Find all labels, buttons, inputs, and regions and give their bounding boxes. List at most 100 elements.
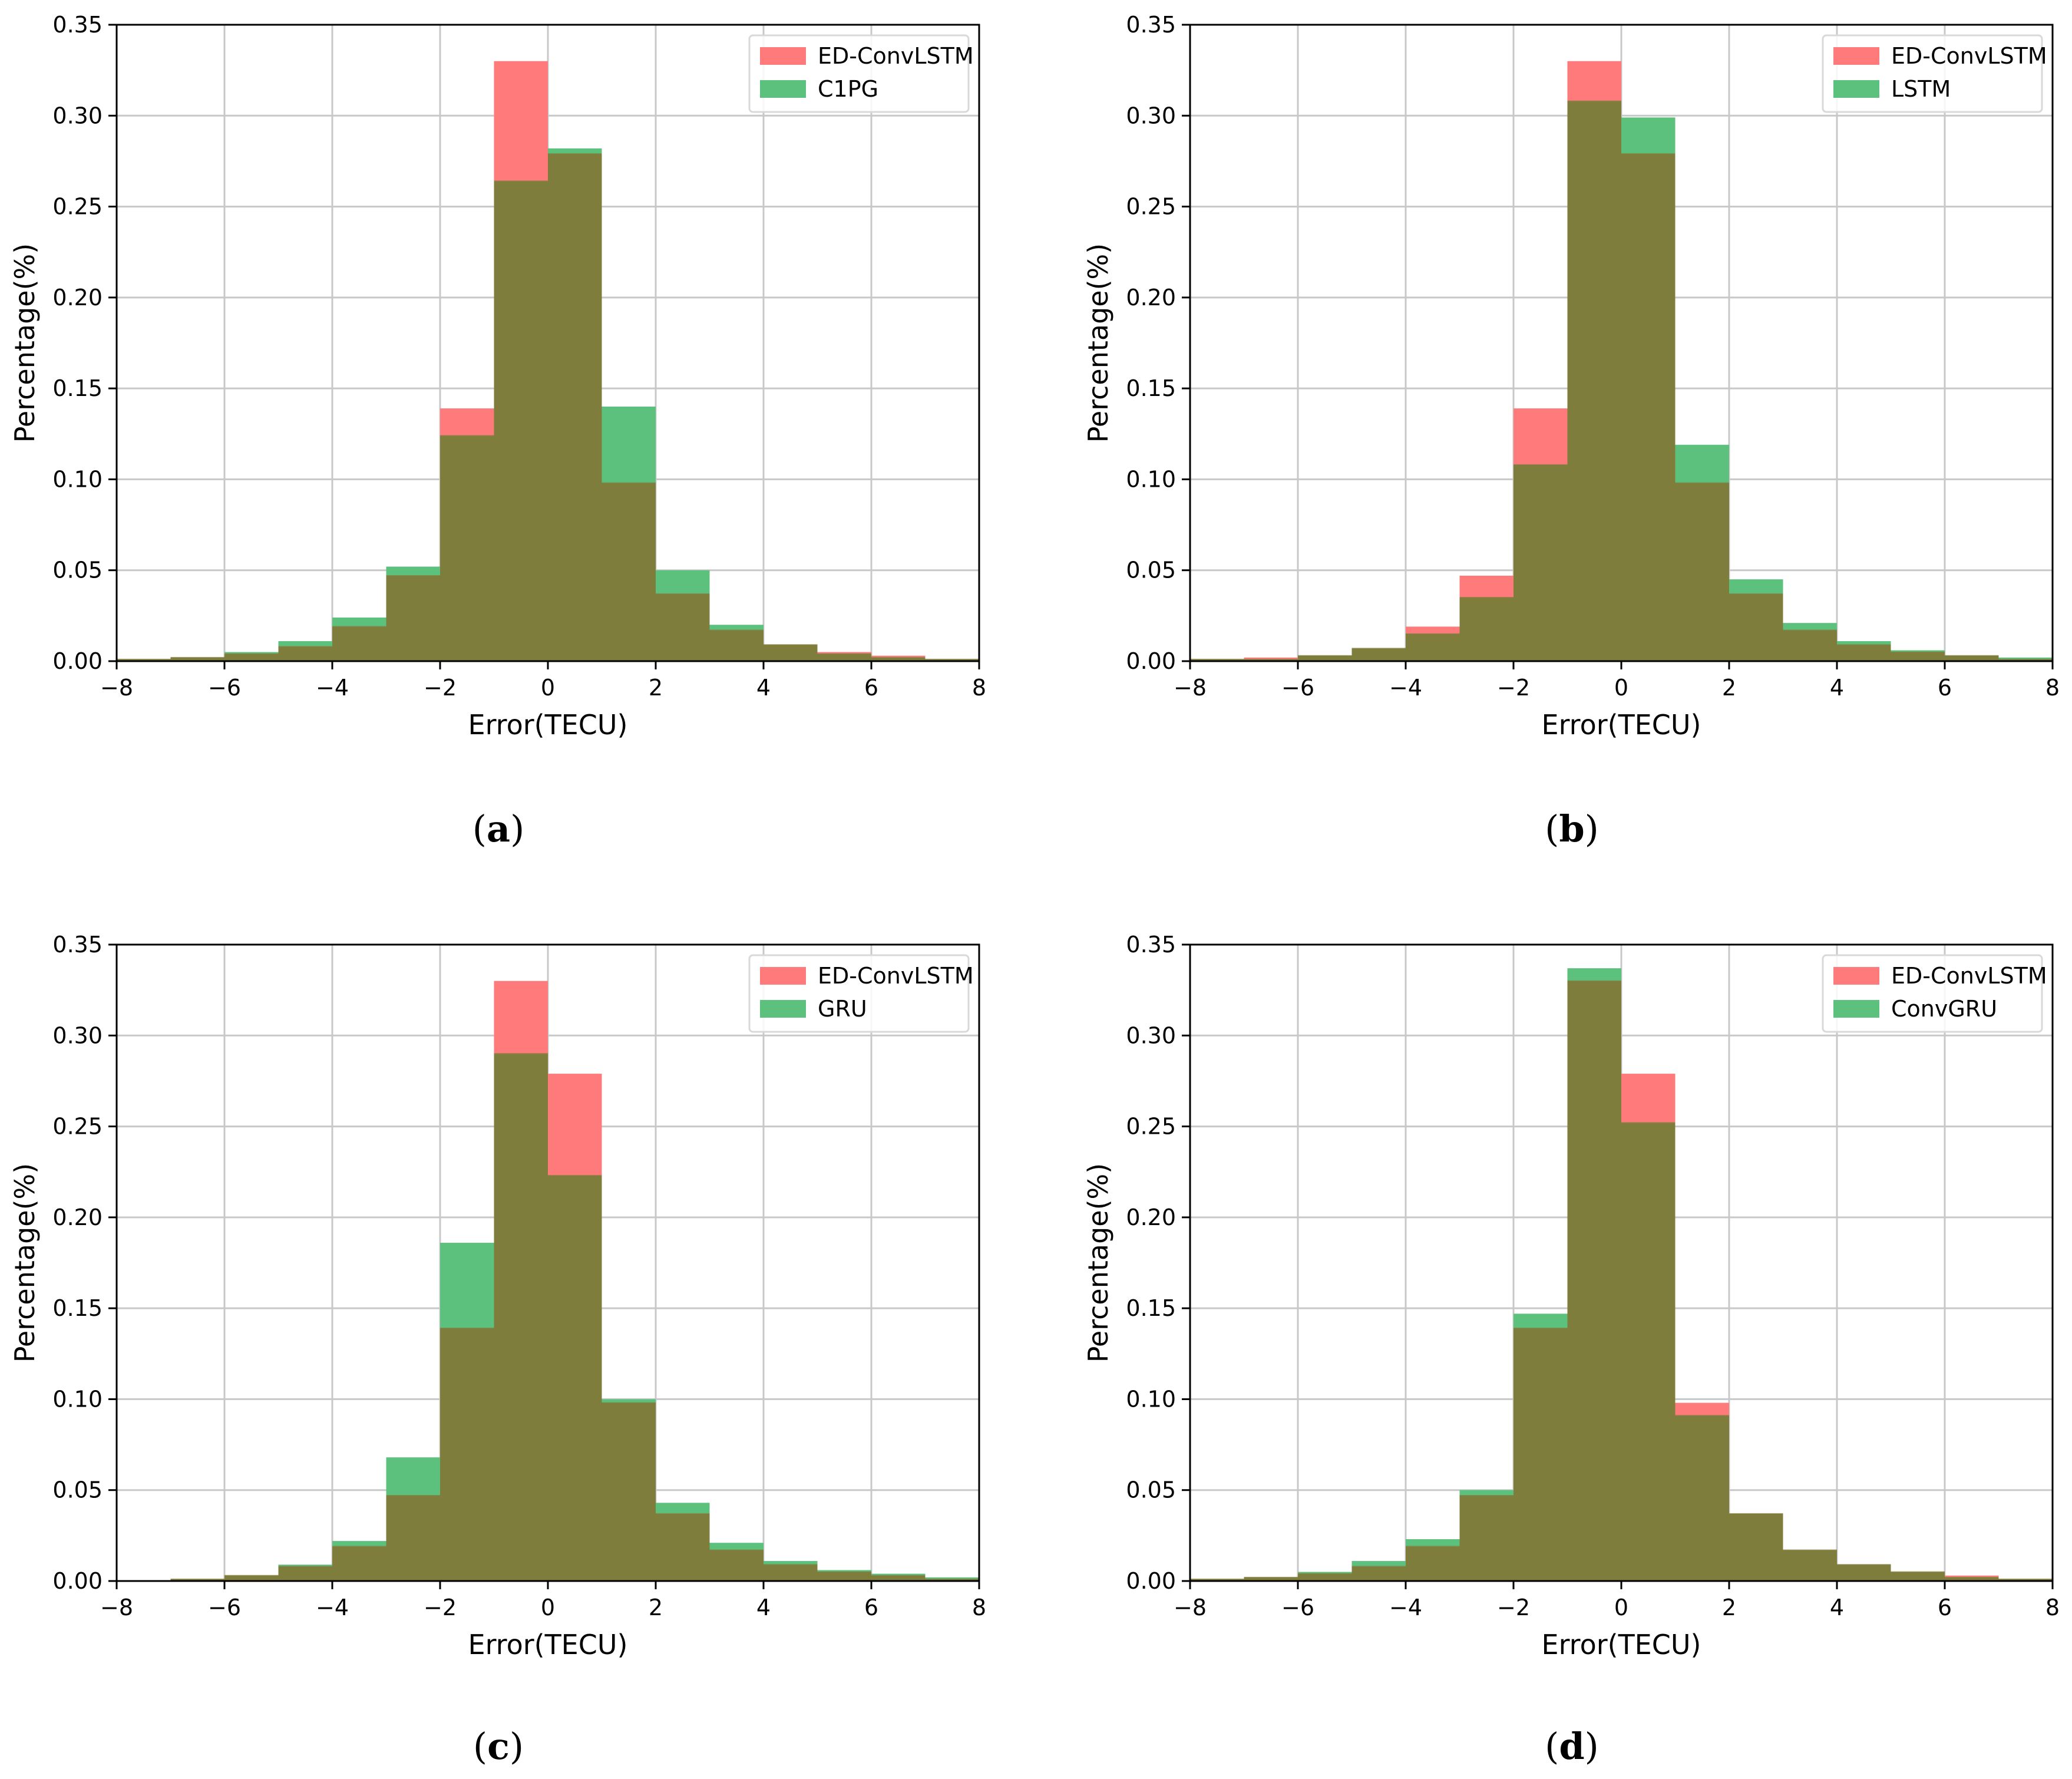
x-tick-label: −2 [424, 675, 457, 701]
bar-overlap [764, 645, 818, 661]
bar-overlap [386, 1495, 440, 1581]
bar-overlap [1837, 1565, 1891, 1581]
y-tick-label: 0.30 [52, 1022, 103, 1048]
bar-overlap [1945, 655, 1999, 661]
bar-ed-convlstm [1244, 657, 1298, 659]
x-tick-label: 4 [1830, 675, 1844, 701]
bar-comparison [440, 1243, 494, 1329]
bar-overlap [1891, 652, 1945, 661]
bar-comparison [278, 1565, 332, 1567]
bar-overlap [1675, 483, 1729, 661]
legend-label: ConvGRU [1891, 996, 1997, 1022]
legend-swatch [760, 47, 806, 65]
bar-overlap [817, 1572, 871, 1581]
bar-overlap [1351, 1566, 1406, 1581]
legend-swatch [1833, 1000, 1879, 1018]
bar-ed-convlstm [494, 61, 548, 181]
caption-b: (b) [1545, 807, 1599, 850]
bar-overlap [1998, 1579, 2053, 1581]
legend-swatch [1833, 967, 1879, 985]
x-tick-label: 4 [756, 1595, 771, 1620]
legend-label: ED-ConvLSTM [818, 43, 974, 69]
x-axis-label: Error(TECU) [468, 709, 628, 741]
y-tick-label: 0.25 [52, 194, 103, 220]
x-tick-label: 0 [541, 1595, 555, 1620]
bar-overlap [1567, 981, 1621, 1581]
bar-overlap [1837, 645, 1891, 661]
bar-comparison [1783, 623, 1837, 631]
bar-overlap [386, 575, 440, 661]
legend-label: ED-ConvLSTM [1891, 43, 2047, 69]
legend-label: ED-ConvLSTM [818, 963, 974, 989]
bar-overlap [925, 1579, 979, 1581]
panel-d: −8 −6 −4 −2 0 2 4 6 8 0.00 0.05 0.10 0.15 0.20 0.25 0.3… [1082, 932, 2060, 1661]
legend-swatch [760, 1000, 806, 1018]
bar-comparison [764, 1561, 818, 1565]
bar-comparison [709, 625, 764, 631]
bar-comparison [656, 1503, 710, 1514]
bar-ed-convlstm [1406, 626, 1460, 634]
bar-overlap [440, 1328, 494, 1581]
caption-c: (c) [473, 1725, 524, 1768]
bar-overlap [224, 653, 279, 661]
bar-comparison [278, 641, 332, 647]
x-tick-label: −6 [208, 1595, 241, 1620]
x-tick-label: 6 [864, 1595, 878, 1620]
bar-comparison [1998, 657, 2053, 659]
caption-d: (d) [1545, 1725, 1599, 1768]
y-tick-label: 0.05 [1126, 557, 1176, 583]
x-tick-label: −4 [316, 675, 349, 701]
x-tick-label: 0 [1614, 675, 1628, 701]
bar-comparison [1513, 1313, 1568, 1329]
bar-overlap [709, 630, 764, 661]
bar-overlap [764, 1565, 818, 1581]
caption-a: (a) [472, 807, 525, 850]
bar-overlap [170, 1579, 224, 1581]
x-tick-label: 2 [649, 675, 663, 701]
bar-overlap [871, 657, 926, 661]
x-tick-label: 4 [1830, 1595, 1844, 1620]
bar-overlap [1244, 659, 1298, 661]
x-tick-label: −8 [1174, 675, 1207, 701]
y-tick-label: 0.10 [52, 466, 103, 492]
x-tick-label: 8 [2045, 675, 2060, 701]
x-tick-label: 0 [1614, 1595, 1628, 1620]
bar-overlap [1190, 1579, 1244, 1581]
x-tick-label: −4 [1389, 1595, 1422, 1620]
bar-overlap [602, 1402, 656, 1581]
bar-comparison [1729, 579, 1783, 594]
caption-letter: c [487, 1725, 510, 1768]
y-tick-label: 0.35 [1126, 12, 1176, 38]
legend-swatch [1833, 80, 1879, 98]
bar-ed-convlstm [871, 655, 926, 658]
bar-comparison [1567, 968, 1621, 981]
y-tick-label: 0.25 [52, 1114, 103, 1140]
bar-overlap [1298, 655, 1352, 661]
y-tick-label: 0.30 [1126, 103, 1176, 128]
x-tick-label: 0 [541, 675, 555, 701]
bar-overlap [1675, 1415, 1729, 1581]
bar-overlap [1783, 630, 1837, 661]
panel-a: −8 −6 −4 −2 0 2 4 6 8 0.00 0.05 0.10 0.15 0.20 0.25 0.3… [9, 12, 986, 741]
y-axis-label: Percentage(%) [9, 243, 41, 443]
y-tick-label: 0.10 [52, 1386, 103, 1412]
bar-overlap [494, 181, 548, 661]
bar-comparison [871, 1573, 926, 1576]
x-tick-label: 6 [864, 675, 878, 701]
bar-ed-convlstm [817, 652, 871, 654]
bar-comparison [602, 407, 656, 483]
bar-comparison [602, 1399, 656, 1403]
y-tick-label: 0.05 [1126, 1477, 1176, 1503]
bar-overlap [871, 1575, 926, 1581]
x-tick-label: 8 [972, 1595, 986, 1620]
bar-comparison [817, 1570, 871, 1572]
x-tick-label: 2 [1722, 1595, 1736, 1620]
bar-overlap [1190, 659, 1244, 661]
panel-c: −8 −6 −4 −2 0 2 4 6 8 0.00 0.05 0.10 0.15 0.20 0.25 0.3… [9, 932, 986, 1661]
y-tick-label: 0.25 [1126, 1114, 1176, 1140]
bar-overlap [1998, 659, 2053, 661]
legend-swatch [760, 80, 806, 98]
bar-comparison [548, 148, 602, 154]
bar-overlap [548, 154, 602, 662]
